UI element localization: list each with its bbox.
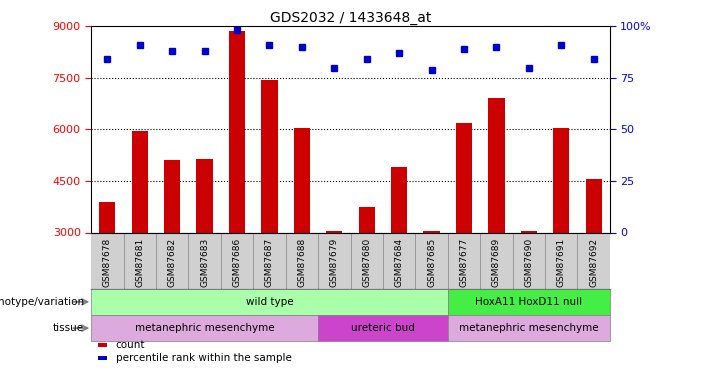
Bar (164, 160, 180, 232)
Text: wild type: wild type (245, 297, 293, 307)
Bar (391, 167, 407, 232)
Bar (132, 131, 148, 232)
Bar (521, 231, 537, 232)
Text: GSM87679: GSM87679 (329, 238, 339, 287)
Bar (423, 231, 440, 232)
Text: metanephric mesenchyme: metanephric mesenchyme (135, 323, 274, 333)
Text: GSM87687: GSM87687 (265, 238, 274, 287)
Text: HoxA11 HoxD11 null: HoxA11 HoxD11 null (475, 297, 583, 307)
Bar (489, 99, 505, 232)
Bar (359, 207, 375, 232)
Text: GSM87680: GSM87680 (362, 238, 372, 287)
Bar (294, 128, 310, 232)
Bar (261, 80, 278, 232)
Text: percentile rank within the sample: percentile rank within the sample (116, 353, 292, 363)
Text: GSM87688: GSM87688 (297, 238, 306, 287)
Bar (448, 315, 610, 341)
Bar (456, 123, 472, 232)
Text: tissue: tissue (53, 323, 84, 333)
Text: GSM87677: GSM87677 (459, 238, 468, 287)
Text: GSM87689: GSM87689 (492, 238, 501, 287)
Bar (326, 231, 342, 232)
Text: ureteric bud: ureteric bud (351, 323, 415, 333)
Title: GDS2032 / 1433648_at: GDS2032 / 1433648_at (270, 11, 431, 25)
Text: GSM87686: GSM87686 (233, 238, 242, 287)
Bar (318, 315, 448, 341)
Text: GSM87684: GSM87684 (395, 238, 404, 287)
Bar (196, 159, 212, 232)
Bar (229, 32, 245, 232)
Text: GSM87685: GSM87685 (427, 238, 436, 287)
Bar (448, 289, 610, 315)
Text: genotype/variation: genotype/variation (0, 297, 84, 307)
Text: count: count (116, 340, 145, 350)
Bar (100, 202, 116, 232)
Text: GSM87683: GSM87683 (200, 238, 209, 287)
Bar (585, 179, 601, 232)
Text: GSM87690: GSM87690 (524, 238, 533, 287)
Bar (553, 128, 569, 232)
Bar (91, 289, 448, 315)
Bar (91, 315, 318, 341)
Text: GSM87681: GSM87681 (135, 238, 144, 287)
Text: metanephric mesenchyme: metanephric mesenchyme (459, 323, 599, 333)
Text: GSM87691: GSM87691 (557, 238, 566, 287)
Text: GSM87692: GSM87692 (589, 238, 598, 287)
Text: GSM87678: GSM87678 (103, 238, 112, 287)
Text: GSM87682: GSM87682 (168, 238, 177, 287)
